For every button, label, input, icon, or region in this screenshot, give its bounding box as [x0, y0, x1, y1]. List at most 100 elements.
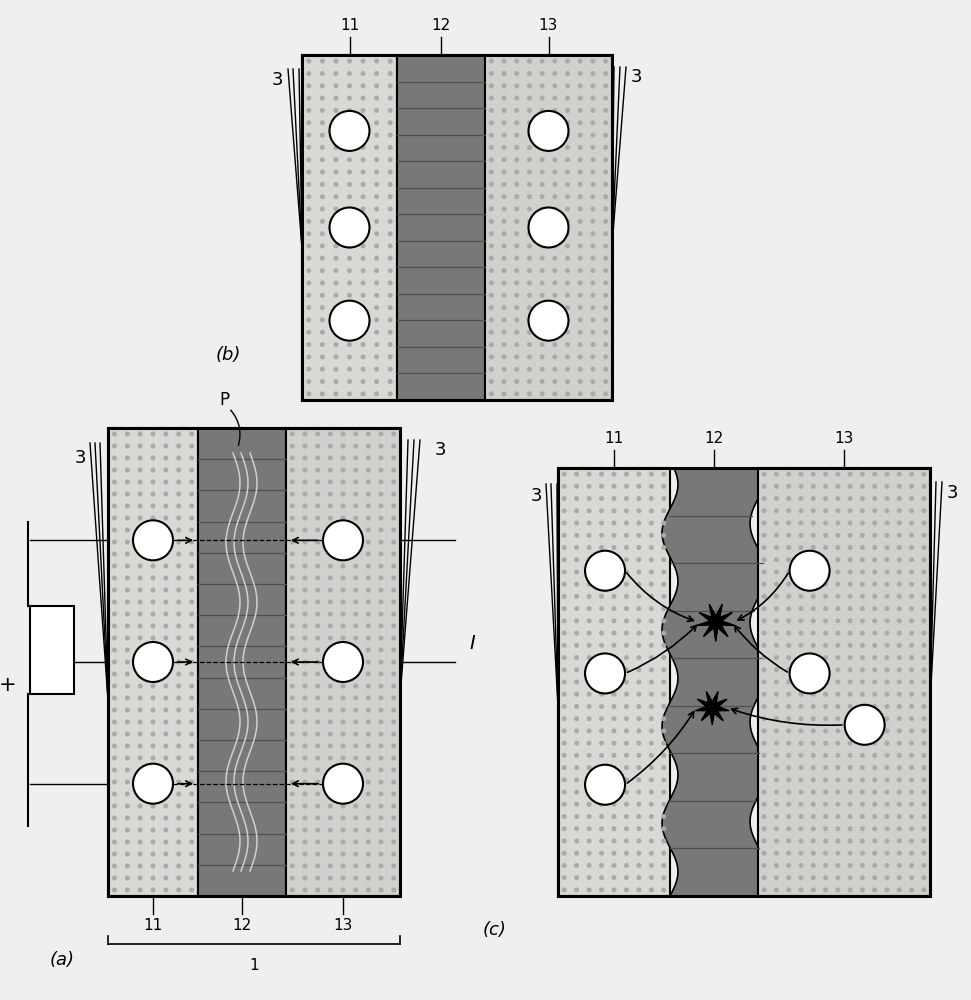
Circle shape — [637, 668, 641, 672]
Circle shape — [151, 876, 154, 880]
Circle shape — [650, 802, 653, 806]
Circle shape — [125, 792, 129, 796]
Circle shape — [392, 456, 395, 460]
Circle shape — [151, 612, 154, 616]
Circle shape — [151, 864, 154, 868]
Circle shape — [380, 792, 383, 796]
Circle shape — [591, 343, 595, 346]
Circle shape — [328, 468, 332, 472]
Circle shape — [910, 851, 914, 855]
Circle shape — [489, 121, 493, 125]
Circle shape — [873, 717, 877, 720]
Circle shape — [502, 133, 506, 137]
Circle shape — [388, 84, 392, 88]
Circle shape — [799, 558, 803, 562]
Circle shape — [366, 492, 370, 496]
Circle shape — [307, 281, 311, 285]
Circle shape — [566, 355, 569, 359]
Circle shape — [922, 472, 925, 476]
Circle shape — [823, 729, 827, 733]
Circle shape — [303, 504, 307, 508]
Circle shape — [189, 600, 193, 604]
Circle shape — [799, 509, 803, 513]
Circle shape — [361, 207, 365, 211]
Circle shape — [562, 546, 566, 549]
Circle shape — [361, 220, 365, 223]
Circle shape — [591, 109, 595, 112]
Circle shape — [361, 257, 365, 260]
Circle shape — [113, 744, 117, 748]
Circle shape — [341, 660, 345, 664]
Circle shape — [624, 582, 628, 586]
Circle shape — [189, 564, 193, 568]
Circle shape — [125, 588, 129, 592]
Circle shape — [812, 839, 815, 843]
Circle shape — [348, 96, 352, 100]
Circle shape — [290, 732, 294, 736]
Circle shape — [566, 72, 569, 75]
Circle shape — [316, 852, 319, 856]
Circle shape — [553, 158, 556, 162]
Circle shape — [604, 343, 608, 346]
Circle shape — [566, 306, 569, 309]
Circle shape — [873, 582, 877, 586]
Circle shape — [799, 741, 803, 745]
Circle shape — [897, 582, 901, 586]
Circle shape — [799, 497, 803, 500]
Circle shape — [353, 444, 357, 448]
Circle shape — [307, 170, 311, 174]
Circle shape — [860, 668, 864, 672]
Circle shape — [579, 121, 582, 125]
Circle shape — [320, 281, 324, 285]
Circle shape — [812, 619, 815, 623]
Circle shape — [604, 257, 608, 260]
Circle shape — [575, 741, 579, 745]
Circle shape — [113, 864, 117, 868]
Circle shape — [812, 558, 815, 562]
Circle shape — [527, 109, 531, 112]
Circle shape — [910, 570, 914, 574]
Circle shape — [113, 456, 117, 460]
Circle shape — [290, 600, 294, 604]
Circle shape — [138, 480, 142, 484]
Circle shape — [489, 59, 493, 63]
Circle shape — [886, 851, 888, 855]
Circle shape — [604, 109, 608, 112]
Circle shape — [527, 96, 531, 100]
Circle shape — [366, 444, 370, 448]
Circle shape — [600, 582, 603, 586]
Circle shape — [489, 244, 493, 248]
Circle shape — [650, 497, 653, 500]
Circle shape — [366, 432, 370, 436]
Circle shape — [604, 183, 608, 186]
Circle shape — [762, 851, 766, 855]
Circle shape — [341, 444, 345, 448]
Circle shape — [307, 330, 311, 334]
Circle shape — [591, 170, 595, 174]
Circle shape — [189, 624, 193, 628]
Circle shape — [348, 220, 352, 223]
Circle shape — [334, 244, 338, 248]
Circle shape — [113, 828, 117, 832]
Circle shape — [775, 729, 778, 733]
Circle shape — [775, 717, 778, 720]
Circle shape — [320, 207, 324, 211]
Circle shape — [600, 668, 603, 672]
Circle shape — [388, 244, 392, 248]
Circle shape — [562, 607, 566, 610]
Circle shape — [177, 696, 181, 700]
Circle shape — [348, 293, 352, 297]
Circle shape — [502, 343, 506, 346]
Circle shape — [860, 778, 864, 782]
Circle shape — [587, 656, 591, 659]
Circle shape — [320, 121, 324, 125]
Circle shape — [303, 552, 307, 556]
Circle shape — [138, 564, 142, 568]
Circle shape — [823, 644, 827, 647]
Circle shape — [860, 595, 864, 598]
Circle shape — [650, 607, 653, 610]
Circle shape — [489, 183, 493, 186]
Circle shape — [886, 839, 888, 843]
Circle shape — [341, 480, 345, 484]
Circle shape — [380, 636, 383, 640]
